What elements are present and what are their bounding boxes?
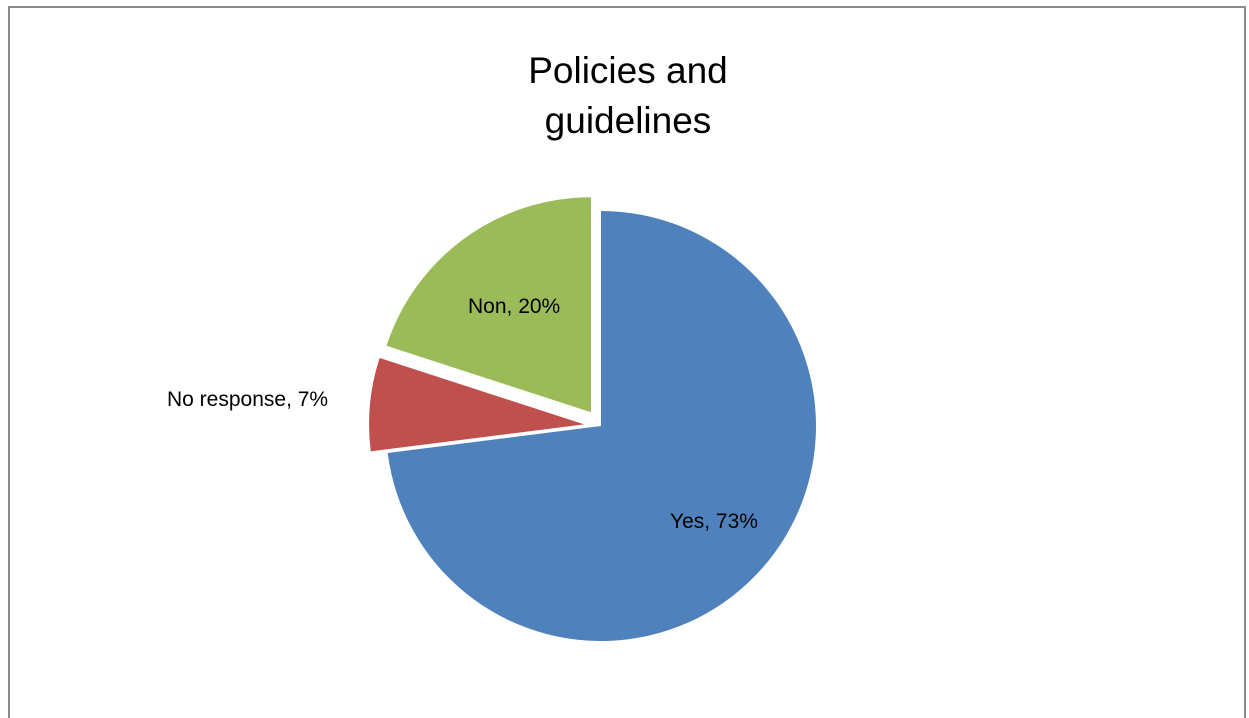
pie-plot: Yes, 73% No response, 7% Non, 20% <box>167 197 816 641</box>
pie-slice-non <box>386 197 592 413</box>
chart-title-line-2: guidelines <box>544 100 712 141</box>
chart-area: Policies and guidelines Yes, 73% No resp… <box>8 6 1246 718</box>
pie-slice-yes <box>387 211 816 641</box>
data-label-no-response: No response, 7% <box>167 388 328 411</box>
chart-title: Policies and guidelines <box>10 46 1246 146</box>
data-label-yes: Yes, 73% <box>670 510 758 533</box>
data-label-non: Non, 20% <box>468 295 560 318</box>
chart-title-line-1: Policies and <box>528 50 728 91</box>
pie-slice-no-response <box>369 357 585 452</box>
